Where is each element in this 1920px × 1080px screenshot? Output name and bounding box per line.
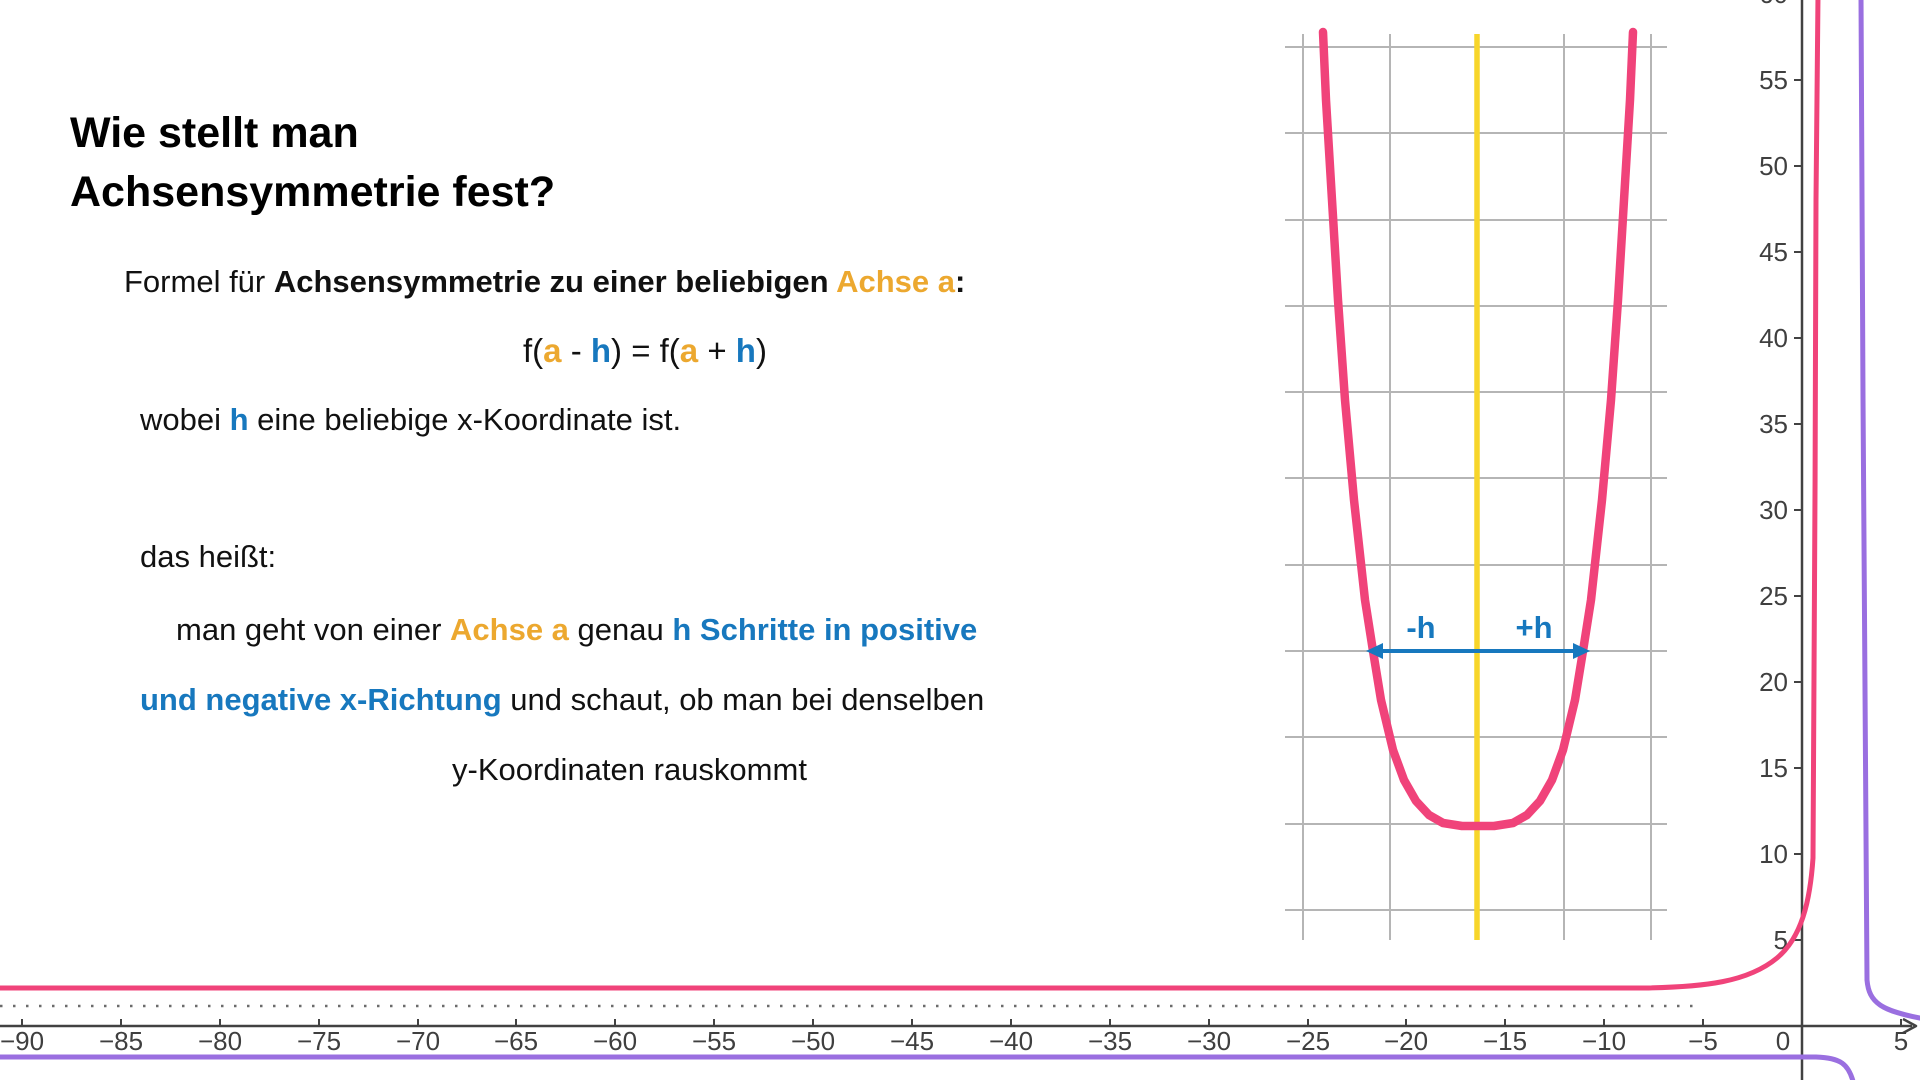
x-tick-label: −40 [989, 1026, 1033, 1056]
x-tick-label-origin: 0 [1776, 1026, 1790, 1056]
x-tick-label: −10 [1582, 1026, 1626, 1056]
x-axis-arrowhead [1902, 1017, 1918, 1035]
formula-plus: + [698, 332, 736, 369]
y-tick-label: 40 [1759, 323, 1788, 353]
explanation-pre: man geht von einer [176, 612, 451, 647]
y-tick-label: 50 [1759, 151, 1788, 181]
h-definition-post: eine beliebige x-Koordinate ist. [248, 402, 682, 437]
axis-a-highlight2: Achse a [450, 612, 569, 647]
explanation-post: und schaut, ob man bei denselben [501, 682, 985, 717]
y-tick-label: 20 [1759, 667, 1788, 697]
x-tick-label: −25 [1286, 1026, 1330, 1056]
y-tick-label: 15 [1759, 753, 1788, 783]
formula-intro-bold: Achsensymmetrie zu einer beliebigen [273, 264, 837, 299]
y-axis: 5 10 15 20 25 30 35 40 45 50 55 60 [1759, 0, 1804, 1080]
y-tick-label: 10 [1759, 839, 1788, 869]
explanation-mid: genau [568, 612, 673, 647]
explanation-line1: man geht von einer Achse a genau h Schri… [176, 612, 977, 648]
y-tick-label: 60 [1759, 0, 1788, 9]
x-tick-label: −15 [1483, 1026, 1527, 1056]
y-tick-label: 30 [1759, 495, 1788, 525]
formula-intro-line: Formel für Achsensymmetrie zu einer beli… [124, 264, 965, 300]
axis-a-highlight: Achse a [836, 264, 955, 299]
x-axis-ticks [21, 1019, 1902, 1027]
h-definition-pre: wobei [140, 402, 230, 437]
arrowhead-right [1573, 643, 1590, 659]
h-highlight: h [229, 402, 249, 437]
y-tick-label: 45 [1759, 237, 1788, 267]
x-axis: −90 −85 −80 −75 −70 −65 −60 −55 −50 −45 … [0, 1017, 1918, 1056]
x-direction-highlight: und negative x-Richtung [140, 682, 502, 717]
x-tick-label: −50 [791, 1026, 835, 1056]
formula-minus: - [561, 332, 591, 369]
formula-middle: ) = f( [611, 332, 680, 369]
arrowhead-left [1366, 643, 1383, 659]
x-tick-label: −65 [494, 1026, 538, 1056]
explanation-line2: und negative x-Richtung und schaut, ob m… [140, 682, 984, 718]
inset-pink-curve [1318, 27, 1638, 831]
x-tick-label: −70 [396, 1026, 440, 1056]
x-tick-label: −80 [198, 1026, 242, 1056]
formula-a2: a [679, 332, 699, 369]
y-tick-label: 55 [1759, 65, 1788, 95]
purple-curve-left-branch [0, 1054, 1856, 1080]
formula-intro-colon: : [954, 264, 966, 299]
formula-a1: a [543, 332, 562, 369]
y-tick-label: 35 [1759, 409, 1788, 439]
page-title-line2: Achsensymmetrie fest? [70, 168, 556, 216]
das-heisst-line: das heißt: [140, 539, 277, 574]
symmetry-formula: f(a - h) = f(a + h) [523, 332, 767, 370]
minus-h-label: -h [1406, 610, 1435, 645]
explanation-line3: y-Koordinaten rauskommt [452, 752, 807, 787]
purple-curve-right-branch [1858, 0, 1920, 1021]
x-tick-label: −45 [890, 1026, 934, 1056]
formula-open: f( [523, 332, 544, 369]
h-definition-line: wobei h eine beliebige x-Koordinate ist. [140, 402, 681, 438]
page-title: Wie stellt man Achsensymmetrie fest? [70, 104, 555, 222]
h-steps-highlight: h Schritte in positive [672, 612, 978, 647]
x-tick-label: 5 [1894, 1026, 1908, 1056]
formula-close: ) [755, 332, 767, 369]
page-title-line1: Wie stellt man [70, 109, 359, 157]
x-tick-label: −60 [593, 1026, 637, 1056]
x-tick-label: −20 [1384, 1026, 1428, 1056]
x-tick-label: −85 [99, 1026, 143, 1056]
x-tick-label: −75 [297, 1026, 341, 1056]
plus-h-label: +h [1515, 610, 1552, 645]
x-tick-label: −30 [1187, 1026, 1231, 1056]
h-distance-arrow: -h +h [1366, 610, 1590, 659]
x-tick-label: −55 [692, 1026, 736, 1056]
x-tick-label: −5 [1688, 1026, 1718, 1056]
x-tick-label: −90 [0, 1026, 44, 1056]
inset-graph: -h +h [1285, 27, 1667, 940]
x-tick-label: −35 [1088, 1026, 1132, 1056]
y-axis-labels: 5 10 15 20 25 30 35 40 45 50 55 60 [1759, 0, 1788, 955]
y-axis-ticks [1794, 79, 1802, 941]
formula-intro-prefix: Formel für [124, 264, 274, 299]
formula-h1: h [590, 332, 612, 369]
y-tick-label: 25 [1759, 581, 1788, 611]
x-axis-labels: −90 −85 −80 −75 −70 −65 −60 −55 −50 −45 … [0, 1026, 1908, 1056]
formula-h2: h [735, 332, 756, 369]
background-pink-curve [0, 0, 1821, 991]
